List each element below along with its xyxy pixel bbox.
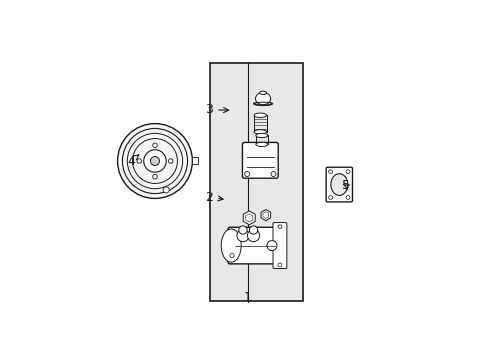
Text: 2: 2 (205, 190, 223, 203)
Circle shape (137, 159, 141, 163)
Ellipse shape (254, 113, 266, 117)
Circle shape (236, 229, 248, 242)
FancyBboxPatch shape (228, 227, 276, 264)
Ellipse shape (270, 172, 275, 176)
Bar (192, 157, 198, 164)
Text: 4: 4 (127, 154, 139, 167)
Ellipse shape (253, 102, 272, 105)
Circle shape (346, 170, 349, 174)
Circle shape (247, 229, 259, 242)
Polygon shape (261, 210, 270, 221)
Circle shape (152, 143, 157, 148)
Circle shape (143, 150, 166, 172)
Circle shape (229, 253, 234, 258)
Circle shape (346, 195, 349, 199)
Bar (210, 63, 303, 301)
Ellipse shape (259, 91, 266, 95)
Circle shape (328, 170, 332, 174)
FancyBboxPatch shape (272, 222, 286, 269)
Ellipse shape (255, 133, 267, 138)
Circle shape (266, 240, 276, 251)
Polygon shape (263, 212, 268, 219)
FancyBboxPatch shape (325, 167, 352, 202)
Circle shape (117, 123, 192, 198)
Circle shape (168, 159, 173, 163)
Ellipse shape (221, 229, 241, 262)
Circle shape (150, 157, 159, 166)
Circle shape (152, 175, 157, 179)
Ellipse shape (255, 142, 267, 147)
Circle shape (238, 226, 246, 234)
Polygon shape (245, 214, 252, 222)
Text: 1: 1 (244, 291, 251, 304)
Circle shape (249, 226, 257, 234)
FancyBboxPatch shape (242, 143, 278, 178)
Ellipse shape (163, 187, 169, 193)
Text: 5: 5 (342, 179, 349, 193)
Ellipse shape (244, 172, 249, 176)
Polygon shape (243, 211, 255, 225)
Circle shape (328, 195, 332, 199)
Ellipse shape (330, 174, 347, 195)
Circle shape (277, 225, 281, 229)
Ellipse shape (255, 93, 270, 105)
Text: 3: 3 (205, 103, 228, 116)
Circle shape (277, 263, 281, 267)
Ellipse shape (254, 130, 266, 134)
